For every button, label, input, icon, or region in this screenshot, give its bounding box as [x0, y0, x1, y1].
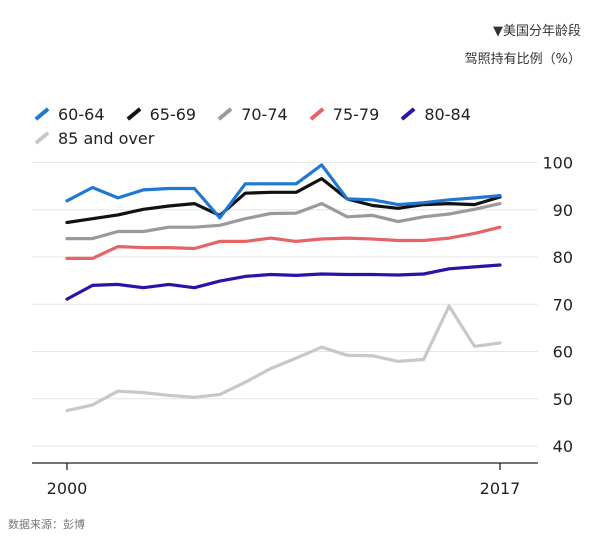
- y-tick-label-60: 60: [553, 343, 573, 362]
- series-line-60-64: [65, 163, 502, 220]
- legend-item-70-74: 70-74: [217, 105, 288, 124]
- series-line-70-74: [65, 202, 502, 241]
- legend-item-75-79: 75-79: [309, 104, 380, 124]
- y-tick-label-80: 80: [553, 248, 573, 267]
- chart-title-line2: 驾照持有比例（%）: [464, 52, 581, 67]
- legend-row-1: 60-64 65-69 70-74 75-79 80-84: [34, 101, 487, 124]
- legend-label-60-64: 60-64: [58, 104, 105, 124]
- legend-item-60-64: 60-64: [34, 105, 105, 124]
- series-line-85-and-over: [65, 304, 502, 413]
- legend-label-75-79: 75-79: [332, 104, 380, 124]
- legend-label-70-74: 70-74: [241, 104, 288, 124]
- legend-item-85-and-over: 85 and over: [34, 129, 154, 148]
- legend-item-80-84: 80-84: [400, 105, 471, 124]
- x-tick-label-2000: 2000: [47, 479, 88, 498]
- y-tick-label-70: 70: [553, 295, 573, 314]
- series-line-80-84: [65, 263, 502, 301]
- y-tick-label-100: 100: [542, 154, 573, 173]
- y-tick-label-90: 90: [553, 201, 573, 220]
- x-tick-label-2017: 2017: [480, 479, 521, 498]
- source-note: 数据来源：彭博: [8, 518, 85, 531]
- legend-row-2: 85 and over: [34, 125, 170, 148]
- y-tick-label-50: 50: [553, 390, 573, 409]
- legend-label-65-69: 65-69: [149, 104, 197, 124]
- legend-label-85-and-over: 85 and over: [58, 128, 155, 148]
- y-tick-label-40: 40: [553, 437, 573, 456]
- legend-label-80-84: 80-84: [424, 104, 471, 124]
- legend-item-65-69: 65-69: [126, 104, 197, 124]
- series-line-65-69: [65, 177, 502, 225]
- chart-title-line1: ▼美国分年龄段: [493, 24, 581, 39]
- series-line-75-79: [65, 225, 502, 260]
